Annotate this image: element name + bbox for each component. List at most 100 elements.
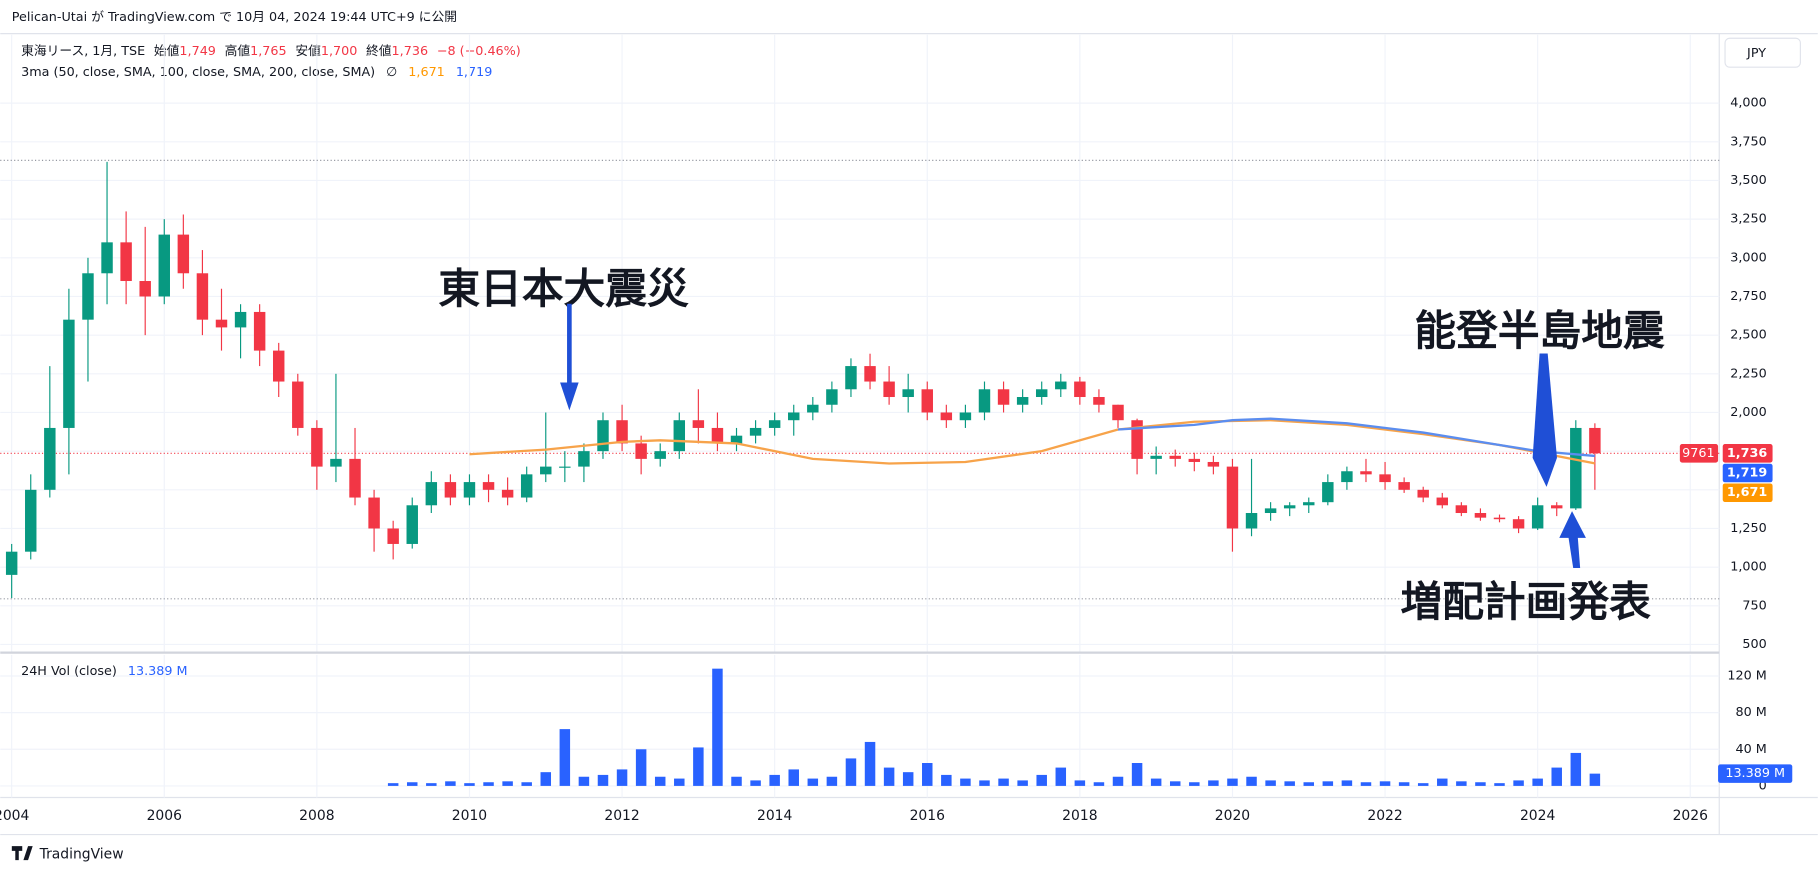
y-tick-label: 3,000 (1730, 250, 1767, 265)
y-tick-label: 500 (1742, 637, 1766, 652)
volume-bar (693, 747, 704, 786)
candle-body (330, 458, 342, 467)
currency[interactable]: JPY (1746, 46, 1766, 61)
volume-bar (540, 772, 552, 786)
volume-bar (521, 782, 532, 786)
volume-bar (635, 749, 647, 786)
candle-body (1150, 455, 1162, 459)
volume-bar (1112, 776, 1124, 786)
candle-body (387, 528, 399, 544)
footer: TradingView (11, 846, 124, 862)
ticker-badge (1679, 444, 1719, 463)
volume-name: 24H Vol (close) (21, 664, 117, 679)
volume-bar (1379, 781, 1391, 786)
candle-body (1436, 497, 1449, 506)
x-tick-label: 2016 (910, 808, 945, 824)
brand: TradingView (39, 846, 124, 862)
y-tick-label: 1,250 (1730, 521, 1767, 536)
volume-bar (616, 769, 628, 786)
volume-bar (1570, 752, 1582, 786)
candle-body (482, 482, 495, 490)
volume-bar (406, 782, 418, 786)
x-tick-label: 2004 (0, 808, 30, 824)
price-badge (1722, 444, 1773, 463)
indicator: 3ma (50, close, SMA, 100, close, SMA, 20… (21, 64, 375, 79)
y-tick-label: 2,250 (1730, 366, 1767, 381)
annotation: 増配計画発表 (1400, 577, 1651, 626)
volume-title: 24H Vol (close) 13.389 M (21, 664, 187, 679)
volume-bar (1055, 767, 1067, 786)
candle-body (768, 420, 781, 428)
y-tick-label: 40 M (1735, 742, 1766, 757)
candle-body (1474, 513, 1487, 518)
candle-body (1207, 461, 1220, 467)
candle-body (1264, 508, 1277, 514)
volume-bar (1532, 778, 1543, 786)
candle-body (1589, 427, 1601, 454)
candle-body (349, 458, 361, 498)
volume-badge-label: 13.389 M (1725, 766, 1785, 781)
annotation: 能登半島地震 (1414, 306, 1665, 355)
volume-bar (1303, 782, 1315, 786)
volume-bar (483, 782, 494, 786)
volume-bar (941, 774, 952, 786)
annotation: 東日本大震災 (438, 264, 689, 313)
legend-indicator: 3ma (50, close, SMA, 100, close, SMA, 20… (21, 64, 492, 79)
candle-body (1093, 397, 1105, 405)
candle-body (234, 311, 247, 328)
candle-body (635, 443, 647, 459)
candle-body (139, 281, 151, 297)
arrow (1559, 511, 1586, 568)
volume-bar (1341, 780, 1353, 786)
candle-body (1016, 397, 1029, 405)
candle-body (1398, 482, 1410, 490)
x-tick-label: 2010 (452, 808, 487, 824)
volume-bar (826, 776, 838, 786)
candle-body (82, 273, 94, 320)
candle-body (1303, 502, 1315, 506)
price-badge-label: 1,719 (1727, 466, 1767, 481)
volume-bar (998, 778, 1009, 786)
volume-bar (1417, 783, 1429, 786)
candle-body (711, 427, 724, 444)
candle-body (730, 435, 743, 444)
currency-button[interactable] (1724, 37, 1801, 68)
candle-body (25, 489, 37, 552)
candle-body (311, 427, 323, 467)
candle-body (826, 389, 838, 405)
ohlc-label: 安値 (295, 43, 321, 59)
price-badge-label: 1,736 (1727, 446, 1767, 461)
candle-body (1379, 474, 1391, 483)
candle-body (1551, 505, 1563, 509)
candle-body (807, 404, 819, 413)
y-tick-label: 0 (1759, 778, 1767, 793)
y-tick-label: 1,000 (1730, 560, 1767, 575)
candle-body (63, 319, 75, 428)
x-tick-label: 2026 (1673, 808, 1708, 824)
volume-bar (1150, 778, 1162, 786)
y-tick-label: 3,750 (1730, 134, 1767, 149)
volume-bar (712, 668, 723, 786)
candle-body (578, 451, 590, 467)
volume-bar (1131, 763, 1143, 786)
volume-bar (731, 776, 742, 786)
volume-bar (1513, 780, 1524, 786)
price-badge (1722, 483, 1773, 502)
candle-body (540, 466, 552, 475)
candle-body (673, 420, 686, 452)
volume-bar (1551, 767, 1562, 786)
legend-symbol: 東海リース, 1月, TSE 始値1,749 高値1,765 安値1,700 終… (21, 43, 521, 59)
ohlc-label: 終値 (366, 43, 392, 59)
volume-bar (426, 783, 437, 786)
candle-body (1531, 505, 1544, 529)
candle-body (1055, 381, 1067, 390)
moving-average (469, 419, 1596, 465)
x-tick-label: 2018 (1062, 808, 1097, 824)
x-tick-label: 2008 (299, 808, 334, 824)
candle-body (177, 234, 190, 274)
candle-body (520, 474, 533, 498)
candle-body (864, 366, 876, 382)
indicator-value: 1,671 (408, 64, 445, 79)
